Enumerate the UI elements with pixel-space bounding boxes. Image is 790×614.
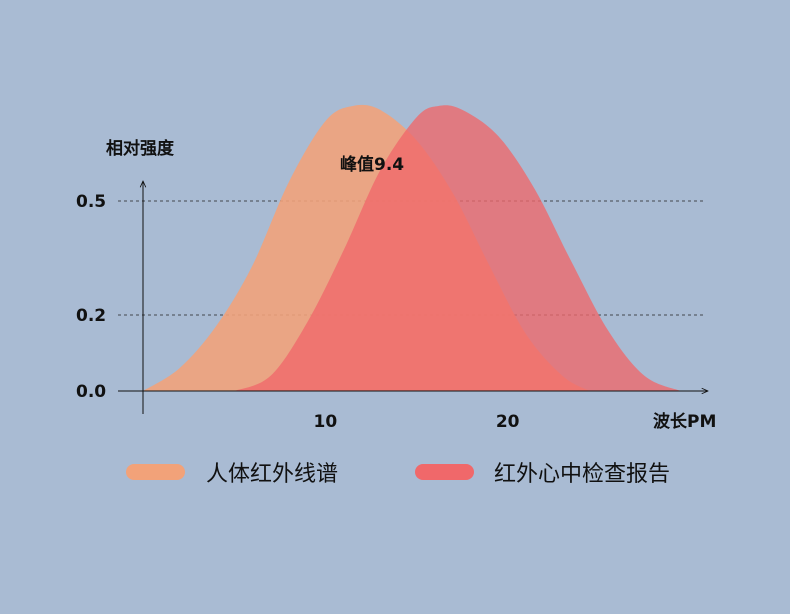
- legend: 人体红外线谱 红外心中检查报告: [126, 462, 670, 487]
- y-axis-label: 相对强度: [106, 138, 175, 159]
- legend-swatch: [126, 464, 185, 480]
- x-tick-label: 20: [496, 412, 520, 432]
- legend-label: 人体红外线谱: [206, 462, 338, 487]
- gridlines: [118, 200, 705, 316]
- y-tick-label: 0.0: [76, 382, 106, 402]
- y-tick-label: 0.2: [76, 306, 106, 326]
- legend-label: 红外心中检查报告: [494, 462, 670, 487]
- series-areas: [143, 104, 681, 392]
- x-tick-label: 10: [313, 412, 337, 432]
- x-axis-label: 波长PM: [653, 411, 716, 432]
- peak-annotation: 峰值9.4: [340, 154, 404, 175]
- y-tick-labels: 0.0 0.2 0.5: [76, 192, 106, 402]
- y-tick-label: 0.5: [76, 192, 106, 212]
- legend-swatch: [415, 464, 474, 480]
- x-tick-labels: 10 20: [313, 412, 519, 432]
- series-area-2: [234, 105, 681, 391]
